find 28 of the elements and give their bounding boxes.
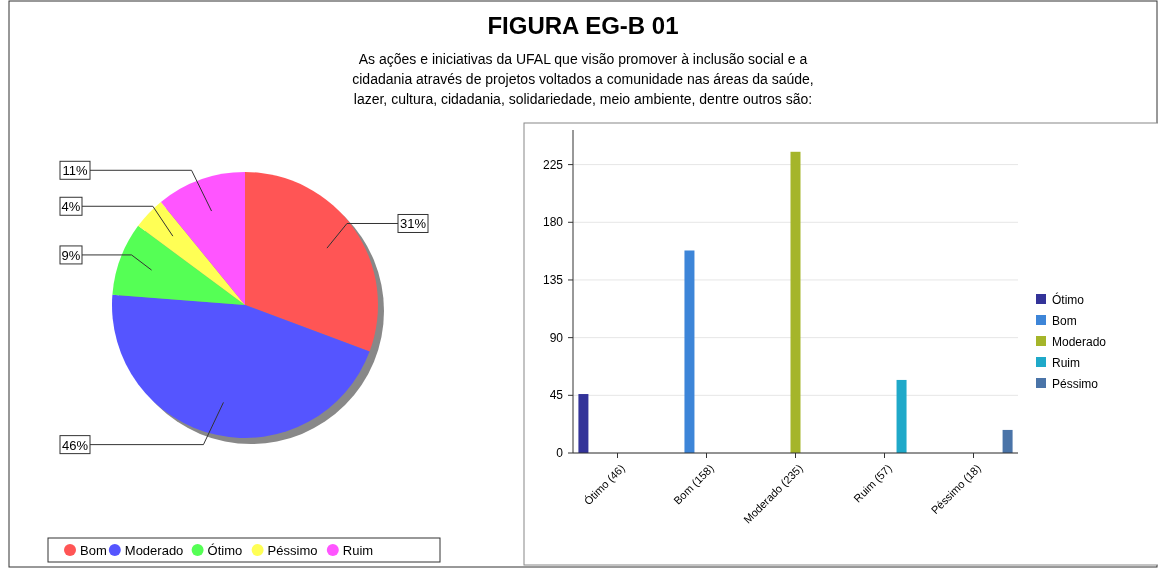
- legend-label: Ótimo: [207, 543, 243, 558]
- data-label: 4%: [61, 199, 81, 215]
- y-tick-label: 180: [542, 215, 564, 230]
- data-label: 31%: [399, 216, 427, 232]
- pie-slice: [245, 172, 378, 352]
- legend-label: Bom: [1052, 314, 1077, 328]
- data-label: 46%: [61, 437, 89, 453]
- legend-label: Moderado: [1052, 335, 1107, 349]
- y-tick-label: 135: [542, 272, 564, 287]
- data-label: 9%: [61, 247, 81, 263]
- legend-label: Bom: [80, 543, 107, 558]
- pie-slice: [112, 225, 245, 305]
- legend-label: Ruim: [342, 543, 374, 558]
- text: FIGURA EG-B 01: [487, 12, 679, 39]
- legend-label: Ótimo: [1052, 292, 1085, 307]
- legend-label: Moderado: [124, 543, 184, 558]
- y-tick-label: 225: [542, 157, 564, 172]
- legend-label: Péssimo: [267, 543, 318, 558]
- pie-slice: [138, 201, 245, 305]
- legend-label: Péssimo: [1052, 377, 1099, 391]
- data-label: 11%: [62, 163, 88, 179]
- text: As ações e iniciativas da UFAL que visão promover à inclusão social e a cidadania através de projetos voltados a comunidade nas áreas da saúde, lazer, cultura, cidadania, solidariedade, meio ambiente, dentre outros são:: [352, 51, 814, 107]
- y-tick-label: 45: [549, 388, 564, 403]
- y-tick-label: 0: [556, 446, 564, 460]
- pie-slice: [160, 172, 245, 305]
- y-tick-label: 90: [549, 330, 564, 345]
- legend-label: Ruim: [1052, 356, 1081, 370]
- pie-slice: [112, 294, 370, 438]
